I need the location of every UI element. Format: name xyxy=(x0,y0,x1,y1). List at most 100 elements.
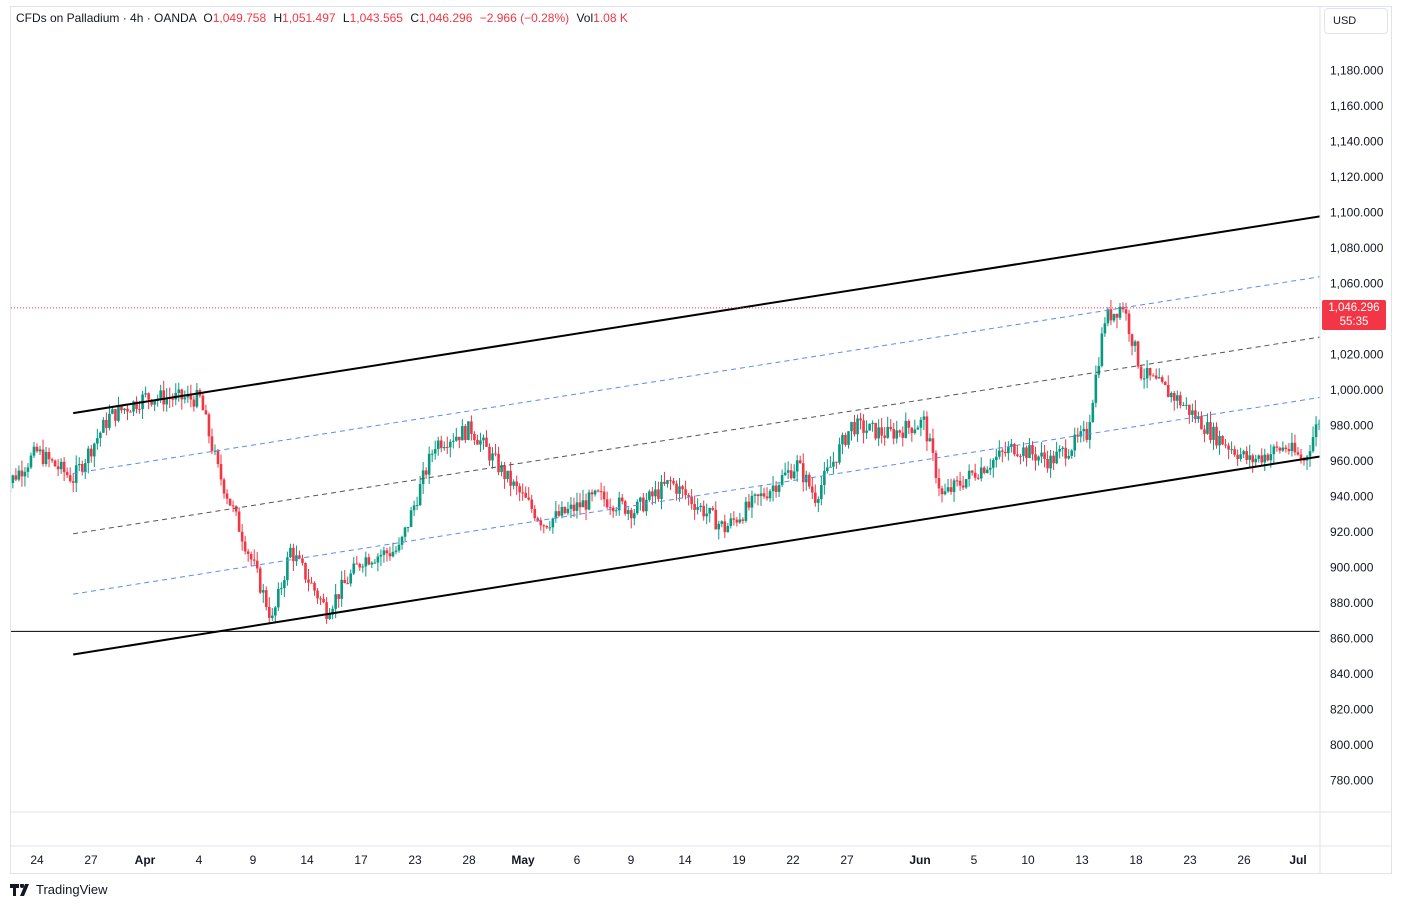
candle-body xyxy=(723,521,727,533)
candle-body xyxy=(135,401,138,409)
candle-body xyxy=(68,475,72,482)
candle-body xyxy=(225,493,229,499)
candle-body xyxy=(1278,447,1282,451)
candle-body xyxy=(261,590,265,593)
candle-body xyxy=(587,492,591,510)
candle-body xyxy=(391,551,395,557)
candle-body xyxy=(636,501,639,514)
candle-body xyxy=(958,480,962,486)
candle-body xyxy=(41,449,45,465)
candle-body xyxy=(1139,366,1143,379)
candle-body xyxy=(937,477,941,489)
candle-body xyxy=(672,480,675,484)
candle-body xyxy=(967,470,971,480)
x-tick-label: Apr xyxy=(135,853,156,867)
candle-body xyxy=(1263,454,1267,463)
channel-inner-lower-line[interactable] xyxy=(73,331,1403,595)
candle-body xyxy=(153,400,156,405)
candle-body xyxy=(50,459,54,461)
candle-body xyxy=(479,440,482,445)
candle-body xyxy=(521,492,524,494)
candle-body xyxy=(949,487,953,492)
candle-body xyxy=(1133,341,1137,346)
candle-body xyxy=(1200,416,1203,430)
candle-body xyxy=(436,440,440,450)
candle-body xyxy=(1227,445,1230,450)
candle-body xyxy=(1058,448,1061,452)
tradingview-logo[interactable]: TradingView xyxy=(10,882,108,897)
candle-body xyxy=(789,470,793,479)
candle-body xyxy=(0,491,2,492)
candle-body xyxy=(159,390,162,399)
channel-lower-line[interactable] xyxy=(73,390,1403,656)
candle-body xyxy=(841,435,844,445)
candle-body xyxy=(412,505,416,511)
candle-body xyxy=(702,505,705,517)
candle-body xyxy=(669,480,672,482)
channel-upper-line[interactable] xyxy=(73,150,1403,415)
candle-body xyxy=(59,461,63,470)
candle-body xyxy=(319,598,322,600)
chart-frame xyxy=(10,6,1392,874)
candle-body xyxy=(865,430,868,433)
candle-body xyxy=(56,466,60,470)
candle-body xyxy=(654,489,657,497)
candle-body xyxy=(228,498,232,506)
x-tick-label: 9 xyxy=(628,853,635,867)
candle-body xyxy=(687,495,690,497)
candle-body xyxy=(1031,445,1034,455)
candle-body xyxy=(542,525,546,527)
candle-body xyxy=(771,485,775,492)
candle-body xyxy=(928,438,932,442)
candle-body xyxy=(117,405,120,421)
candle-body xyxy=(1088,422,1092,440)
y-tick-label: 940.000 xyxy=(1330,490,1374,504)
candle-body xyxy=(979,467,983,479)
candle-body xyxy=(283,580,286,589)
candle-body xyxy=(904,420,908,438)
candle-body xyxy=(1070,450,1074,456)
candle-body xyxy=(871,422,874,424)
candle-body xyxy=(590,492,594,495)
symbol-title[interactable]: CFDs on Palladium · 4h · OANDA xyxy=(16,11,197,25)
candle-body xyxy=(301,558,304,563)
candle-body xyxy=(820,485,823,500)
candle-body xyxy=(696,507,699,510)
candle-body xyxy=(898,430,902,433)
y-tick-label: 1,080.000 xyxy=(1330,241,1384,255)
candle-body xyxy=(1194,410,1197,420)
low-value: 1,043.565 xyxy=(349,11,403,25)
candle-body xyxy=(663,481,666,484)
candle-body xyxy=(427,453,431,475)
candle-body xyxy=(922,416,926,420)
candle-body xyxy=(379,554,383,557)
candle-body xyxy=(476,439,479,445)
x-tick-label: 24 xyxy=(30,853,44,867)
channel-mid-line[interactable] xyxy=(73,271,1403,535)
y-tick-label: 800.000 xyxy=(1330,738,1374,752)
channel-inner-upper-line[interactable] xyxy=(73,211,1403,474)
last-price-value: 1,046.296 xyxy=(1328,301,1380,314)
candle-body xyxy=(768,491,772,499)
candle-body xyxy=(759,493,763,497)
candle-body xyxy=(651,491,654,497)
candle-body xyxy=(850,422,853,432)
candle-body xyxy=(988,467,992,470)
candle-body xyxy=(111,409,114,414)
candle-body xyxy=(611,507,615,512)
candle-body xyxy=(292,547,295,562)
candle-body xyxy=(1028,445,1031,459)
x-tick-label: 22 xyxy=(786,853,800,867)
candle-body xyxy=(814,492,817,503)
currency-button[interactable]: USD xyxy=(1324,8,1388,34)
candle-body xyxy=(1290,442,1294,452)
candle-body xyxy=(1266,454,1270,461)
candle-body xyxy=(1321,410,1324,424)
candle-body xyxy=(373,562,377,564)
candle-body xyxy=(1049,455,1052,469)
candle-body xyxy=(629,510,633,519)
candle-body xyxy=(105,419,108,428)
candle-body xyxy=(1311,437,1315,452)
volume-label: Vol xyxy=(576,11,594,25)
